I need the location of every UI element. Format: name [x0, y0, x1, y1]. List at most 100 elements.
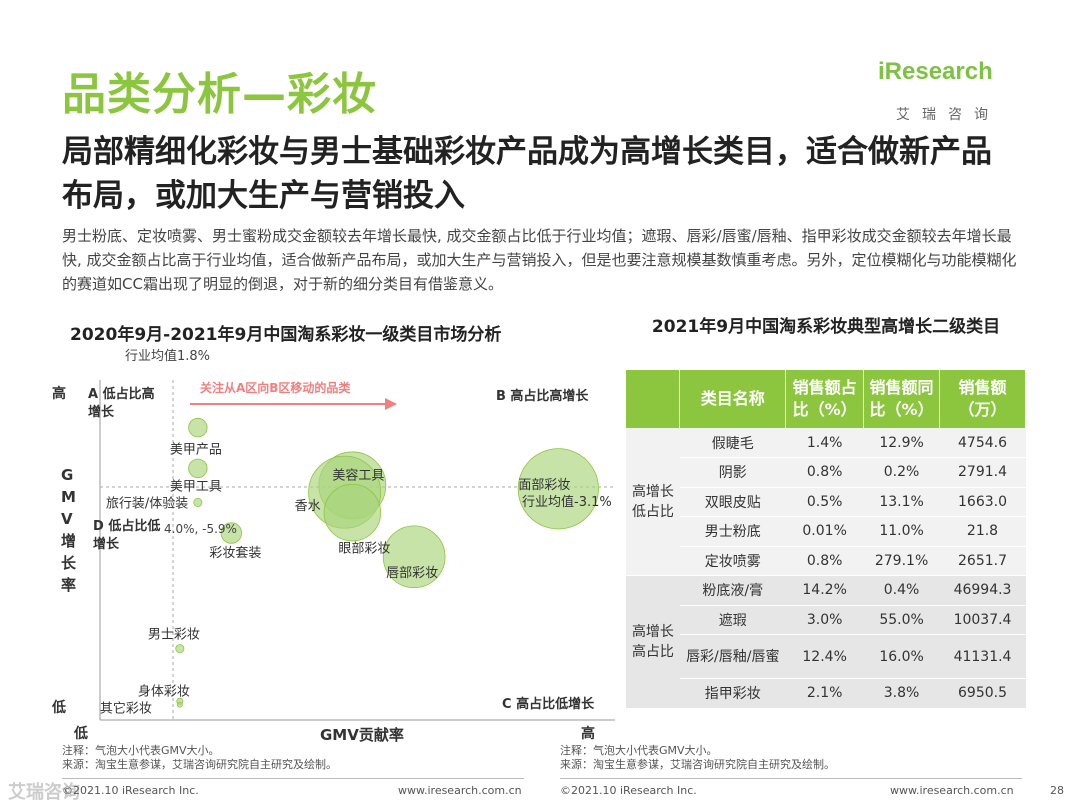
- table-row: 指甲彩妆 2.1% 3.8% 6950.5: [626, 678, 1026, 709]
- logo-text: iResearch: [878, 58, 993, 85]
- page-description: 男士粉底、定妆喷雾、男士蜜粉成交金额较去年增长最快, 成交金额占比低于行业均值；…: [62, 227, 1017, 293]
- bubble-美甲产品: [188, 417, 208, 438]
- bubble-label: 香水: [295, 499, 321, 514]
- page-number: 28: [1050, 784, 1064, 797]
- page-subtitle: 局部精细化彩妆与男士基础彩妆产品成为高增长类目，适合做新产品布局，或加大生产与营…: [62, 134, 992, 214]
- category-name: 指甲彩妆: [679, 678, 786, 709]
- sales-amount: 2791.4: [939, 457, 1026, 488]
- table-row: 高增长 低占比 假睫毛 1.4% 12.9% 4754.6: [626, 428, 1026, 576]
- y-axis-label: G M V 增长率: [61, 466, 77, 594]
- bubble-彩妆套装: [220, 522, 243, 544]
- bubble-label: 身体彩妆: [138, 683, 190, 699]
- high-growth-table: 类目名称 销售额占比（%） 销售额同比（%） 销售额（万） 高增长 低占比 假睫毛 1…: [626, 370, 1026, 709]
- sales-share: 12.4%: [785, 634, 864, 679]
- category-name: 男士粉底: [679, 516, 786, 547]
- table-notes: 注释：气泡大小代表GMV大小。 来源：淘宝生意参谋，艾瑞咨询研究院自主研究及绘制…: [560, 744, 835, 772]
- bubble-label: 美甲产品: [170, 443, 222, 458]
- table-header-row: 类目名称 销售额占比（%） 销售额同比（%） 销售额（万）: [626, 370, 1026, 428]
- quadrant-d-label: D 低占比低增长: [93, 518, 160, 552]
- bubble-男士彩妆: [175, 644, 185, 654]
- sales-yoy: 3.8%: [863, 678, 940, 709]
- bubble-眼部彩妆: [323, 483, 382, 542]
- sales-yoy: 13.1%: [863, 487, 940, 517]
- sales-share: 0.01%: [785, 516, 864, 547]
- sales-yoy: 0.4%: [863, 575, 940, 606]
- bubble-label: 男士彩妆: [148, 628, 200, 643]
- category-name: 粉底液/膏: [679, 575, 786, 606]
- group-label: 高增长 高占比: [626, 575, 680, 709]
- quadrant-b-label: B 高占比高增长: [496, 388, 589, 404]
- x-axis-label: GMV贡献率: [320, 726, 404, 744]
- y-high-label: 高: [52, 385, 66, 402]
- footer-url: www.iresearch.com.cn: [890, 784, 1014, 797]
- category-name: 假睫毛: [679, 428, 786, 458]
- sales-amount: 41131.4: [939, 634, 1026, 679]
- page-title: 品类分析—彩妆: [62, 69, 377, 120]
- source-line: 来源：淘宝生意参谋，艾瑞咨询研究院自主研究及绘制。: [560, 758, 835, 771]
- sales-amount: 4754.6: [939, 428, 1026, 458]
- chart-notes: 注释：气泡大小代表GMV大小。 来源：淘宝生意参谋，艾瑞咨询研究院自主研究及绘制…: [62, 744, 337, 772]
- sales-share: 14.2%: [785, 575, 864, 606]
- footer-divider: [560, 778, 1022, 779]
- sales-share: 1.4%: [785, 428, 864, 458]
- table-row: 遮瑕 3.0% 55.0% 10037.4: [626, 605, 1026, 635]
- sales-yoy: 16.0%: [863, 634, 940, 679]
- table-row: 男士粉底 0.01% 11.0% 21.8: [626, 516, 1026, 547]
- bubble-label: 美容工具: [332, 467, 384, 483]
- arrow-head: [385, 398, 397, 410]
- table-row: 定妆喷雾 0.8% 279.1% 2651.7: [626, 546, 1026, 576]
- logo-subtext: 艾瑞咨询: [896, 107, 1000, 123]
- category-name: 遮瑕: [679, 605, 786, 635]
- sales-amount: 2651.7: [939, 546, 1026, 576]
- bubble-label: 其它彩妆: [100, 701, 152, 717]
- ref-x-label: 行业均值1.8%: [125, 348, 210, 364]
- arrow-label: 关注从A区向B区移动的品类: [200, 380, 351, 395]
- sales-amount: 6950.5: [939, 678, 1026, 709]
- category-name: 定妆喷雾: [679, 546, 786, 576]
- sales-yoy: 12.9%: [863, 428, 940, 458]
- footer-copyright: ©2021.10 iResearch Inc.: [560, 784, 697, 797]
- category-name: 唇彩/唇釉/唇蜜: [679, 634, 786, 679]
- table-row: 高增长 高占比 粉底液/膏 14.2% 0.4% 46994.3: [626, 575, 1026, 709]
- bubble-label: 唇部彩妆: [386, 566, 438, 581]
- sales-amount: 46994.3: [939, 575, 1026, 606]
- bubble-其它彩妆: [176, 701, 183, 708]
- sales-share: 3.0%: [785, 605, 864, 635]
- bubble-label: 美甲工具: [170, 479, 222, 494]
- sales-share: 2.1%: [785, 678, 864, 709]
- table-header-name: 类目名称: [679, 370, 787, 428]
- sales-amount: 10037.4: [939, 605, 1026, 635]
- taozhuang-annotation: 4.0%, -5.9%: [164, 522, 237, 536]
- footer-url: www.iresearch.com.cn: [398, 784, 522, 797]
- sales-share: 0.5%: [785, 487, 864, 517]
- table-header-yoy: 销售额同比（%）: [863, 370, 941, 428]
- sales-yoy: 55.0%: [863, 605, 940, 635]
- note-line: 注释：气泡大小代表GMV大小。: [560, 744, 718, 757]
- bubble-label: 面部彩妆: [518, 478, 570, 493]
- bubble-旅行装/体验装: [193, 497, 203, 507]
- note-line: 注释：气泡大小代表GMV大小。: [62, 744, 220, 757]
- bubble-chart: 行业均值1.8% 高 低 低 高 GMV贡献率 G M V 增长率 A 低占比高增长 …: [51, 348, 615, 744]
- group-label: 高增长 低占比: [626, 428, 680, 576]
- footer-copyright: ©2021.10 iResearch Inc.: [62, 784, 199, 797]
- sales-share: 0.8%: [785, 546, 864, 576]
- sales-yoy: 11.0%: [863, 516, 940, 547]
- quadrant-a-label: A 低占比高增长: [88, 386, 155, 420]
- bubble-美甲工具: [188, 458, 208, 479]
- sales-share: 0.8%: [785, 457, 864, 488]
- category-name: 双眼皮贴: [679, 487, 786, 517]
- table-row: 阴影 0.8% 0.2% 2791.4: [626, 457, 1026, 488]
- x-high-label: 高: [581, 725, 595, 742]
- table-header-blank: [626, 370, 681, 428]
- footer-divider: [62, 778, 524, 779]
- table-row: 唇彩/唇釉/唇蜜 12.4% 16.0% 41131.4: [626, 634, 1026, 679]
- table-header-sales: 销售额（万）: [939, 370, 1026, 428]
- bubble-label: 眼部彩妆: [338, 542, 390, 557]
- table-title: 2021年9月中国淘系彩妆典型高增长二级类目: [651, 317, 1001, 337]
- category-name: 阴影: [679, 457, 786, 488]
- quadrant-c-label: C 高占比低增长: [502, 696, 595, 712]
- y-low-label: 低: [51, 699, 66, 716]
- iresearch-logo: iResearch 艾瑞咨询: [878, 58, 1028, 128]
- sales-yoy: 279.1%: [863, 546, 940, 576]
